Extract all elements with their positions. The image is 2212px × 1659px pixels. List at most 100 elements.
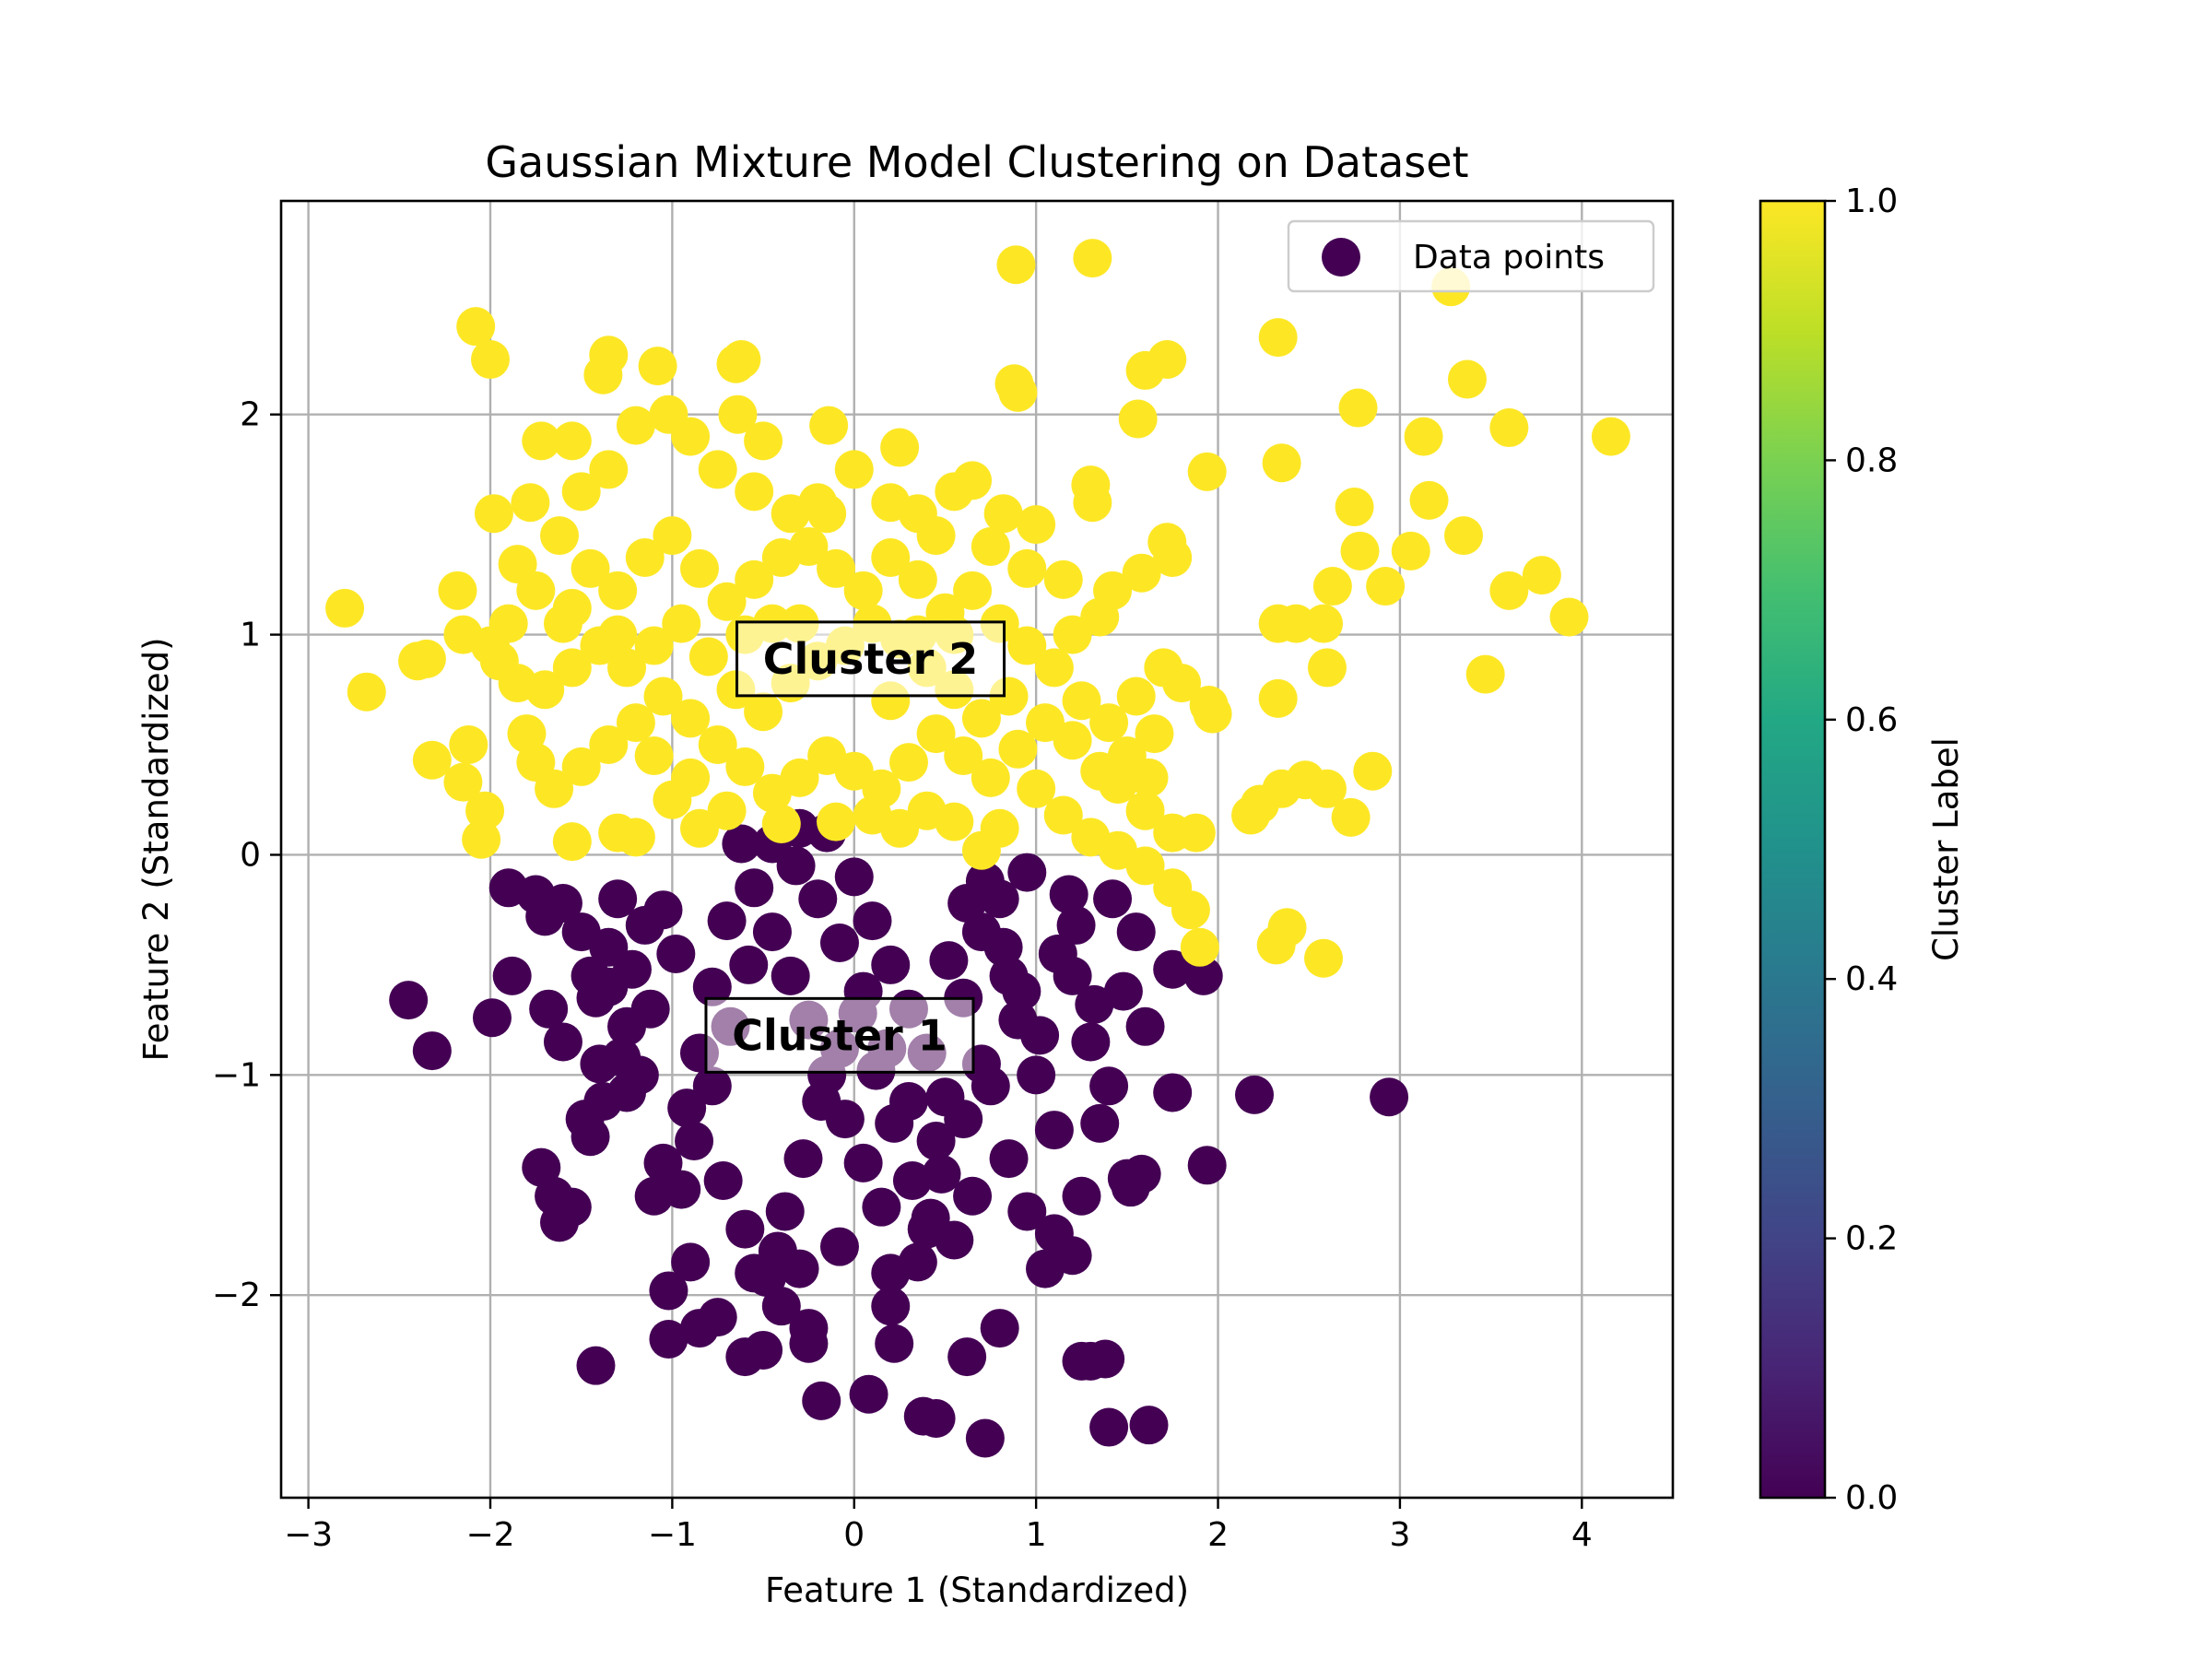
data-point (634, 626, 674, 665)
data-point (1549, 597, 1589, 637)
data-point (1080, 1103, 1120, 1143)
data-point (634, 735, 674, 775)
data-point (744, 692, 783, 732)
data-point (817, 802, 856, 841)
data-point (589, 335, 629, 375)
data-point (1116, 677, 1156, 716)
y-tick-label: −1 (212, 1056, 261, 1094)
data-point (1331, 797, 1371, 837)
data-point (522, 421, 561, 461)
x-tick-label: 4 (1571, 1516, 1593, 1554)
data-point (1017, 769, 1056, 808)
data-point (561, 747, 601, 786)
plot-frame (279, 199, 1675, 1500)
chart-title: Gaussian Mixture Model Clustering on Dat… (485, 137, 1468, 187)
colorbar-gradient (1759, 199, 1827, 1500)
data-point (1118, 399, 1158, 439)
axis-ticks: −3 −2 −1 0 1 2 3 4 −2 −1 0 1 2 (212, 396, 1593, 1554)
data-point (916, 714, 956, 754)
data-point (807, 735, 847, 775)
data-point (971, 527, 1010, 567)
data-point (552, 648, 592, 688)
annotation-label: Cluster 2 (763, 634, 979, 684)
data-point (1089, 1066, 1129, 1106)
x-axis-title: Feature 1 (Standardized) (765, 1571, 1189, 1610)
data-point (1312, 567, 1352, 606)
data-point (1338, 388, 1378, 428)
y-axis-title: Feature 2 (Standardized) (136, 637, 176, 1061)
data-point (922, 1154, 961, 1194)
data-point (802, 1082, 841, 1122)
data-point (761, 805, 801, 844)
data-point (1053, 615, 1092, 654)
cluster-annotation: Cluster 1 (704, 996, 975, 1074)
data-point (735, 472, 774, 512)
data-point (947, 1337, 987, 1377)
data-point (1267, 908, 1307, 947)
data-point (722, 339, 761, 379)
data-point (649, 1271, 688, 1311)
data-point (1026, 1249, 1065, 1288)
data-point (1034, 648, 1074, 688)
data-point (571, 548, 610, 588)
data-point (1122, 553, 1161, 593)
data-point (843, 1143, 883, 1182)
annotation-box (735, 620, 1006, 698)
data-point (616, 406, 655, 445)
data-point (707, 582, 747, 621)
data-point (1122, 1154, 1161, 1194)
data-point (1017, 1055, 1056, 1095)
data-point (1404, 417, 1443, 456)
data-point (1062, 681, 1101, 721)
data-point (607, 648, 647, 688)
data-point (671, 1242, 711, 1282)
data-point (965, 1418, 1005, 1458)
data-point (1489, 571, 1529, 610)
colorbar-ticks: 0.0 0.2 0.4 0.6 0.8 1.0 (1825, 182, 1898, 1517)
data-point (1129, 758, 1169, 797)
data-point (325, 588, 365, 628)
data-point (998, 372, 1038, 412)
data-point (1447, 359, 1487, 399)
y-tick-label: 1 (240, 617, 261, 654)
data-point (1370, 1077, 1409, 1117)
data-point (916, 1122, 956, 1161)
cluster-annotations: Cluster 1 Cluster 2 (704, 620, 1006, 1074)
data-point (612, 949, 652, 989)
data-point (888, 743, 928, 782)
annotation-label: Cluster 1 (732, 1010, 947, 1060)
data-point (529, 989, 569, 1029)
data-point (1043, 559, 1083, 599)
data-point (1038, 934, 1077, 973)
colorbar-tick-label: 0.0 (1845, 1479, 1898, 1517)
data-point (1187, 452, 1227, 491)
data-point (347, 672, 386, 712)
data-point (783, 1139, 823, 1179)
data-point (1007, 548, 1047, 588)
data-point (1193, 694, 1232, 734)
data-point (1017, 505, 1056, 545)
data-point (1465, 654, 1505, 694)
data-point (765, 1192, 805, 1231)
legend-label: Data points (1413, 239, 1605, 276)
data-point (1307, 648, 1347, 688)
data-point (1147, 523, 1187, 562)
data-point (438, 571, 477, 610)
data-point (1125, 846, 1165, 886)
data-point (1026, 703, 1065, 743)
data-point (552, 421, 592, 461)
data-point (862, 1187, 901, 1227)
data-point (1125, 1006, 1165, 1046)
data-point (1591, 417, 1630, 456)
data-point (752, 773, 792, 813)
colorbar: 0.0 0.2 0.4 0.6 0.8 1.0 Cluster Label (1759, 182, 1966, 1517)
data-point (853, 901, 892, 941)
data-point (771, 956, 810, 995)
data-point (1129, 1406, 1169, 1445)
data-point (1391, 531, 1430, 571)
data-point (871, 1287, 911, 1326)
data-point (953, 1176, 993, 1216)
data-point (630, 989, 670, 1029)
data-point (983, 494, 1023, 534)
